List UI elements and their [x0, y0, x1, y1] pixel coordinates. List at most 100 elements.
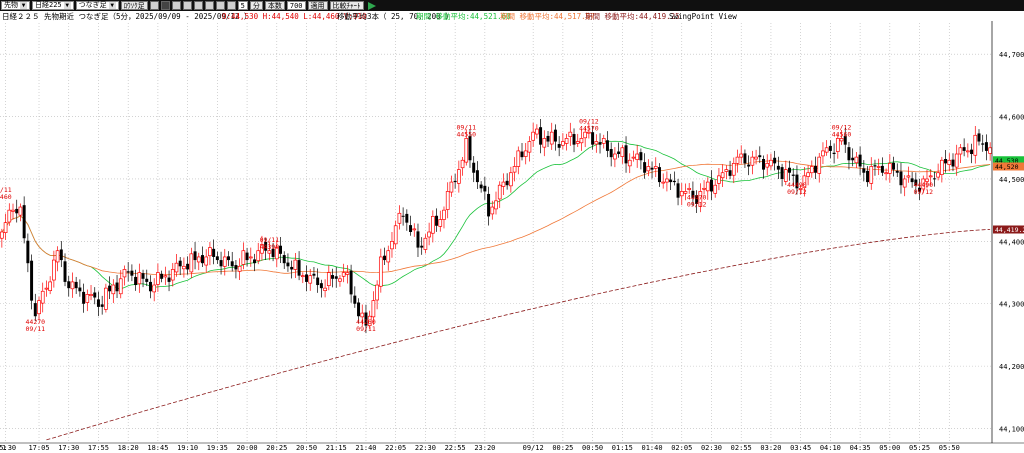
settings-icon[interactable] — [193, 1, 203, 10]
instrument-select[interactable]: 先物 ▼ — [1, 1, 30, 10]
instrument-value: 先物 — [4, 1, 18, 9]
candle — [691, 181, 695, 207]
candle-body — [442, 209, 446, 220]
candle-body — [747, 164, 751, 167]
interval-input[interactable]: 5 — [237, 1, 248, 10]
candle — [758, 146, 762, 164]
candle-body — [248, 256, 253, 259]
count-input[interactable]: 700 — [286, 1, 306, 10]
symbol-select[interactable]: 日経225 ▼ — [32, 1, 74, 10]
candle — [887, 154, 892, 183]
print-icon[interactable] — [226, 1, 236, 10]
candle-body — [973, 134, 978, 156]
candle-body — [854, 156, 859, 164]
candle-body — [435, 215, 439, 226]
candle — [256, 242, 261, 265]
candle-body — [788, 167, 791, 173]
y-tick-label: 44,300. — [999, 301, 1024, 309]
candle-body — [227, 256, 230, 261]
candle-body — [89, 294, 93, 296]
candle — [78, 279, 82, 297]
candle-body — [631, 156, 636, 159]
annotations: 09/11444604427009/1109/11443904426009/11… — [0, 117, 933, 333]
candle-body — [780, 167, 784, 179]
x-tick-label: 04:35 — [850, 444, 871, 452]
candle-body — [237, 265, 242, 272]
candle — [773, 150, 777, 171]
candle-body — [78, 287, 82, 292]
candle-body — [509, 172, 513, 187]
price-axis: 44,700. 44,600. 44,500. 44,400. 44,300. 44,20… — [991, 21, 1024, 443]
candle-body — [557, 144, 561, 148]
candle-body — [111, 284, 116, 295]
indicator-icon[interactable] — [204, 1, 214, 10]
candle-body — [100, 304, 104, 307]
candle — [821, 142, 825, 165]
candle — [40, 282, 45, 313]
candle — [274, 240, 279, 268]
candle — [925, 169, 929, 189]
candle — [918, 178, 922, 200]
apply-button[interactable]: 適用 — [307, 1, 328, 10]
candle — [271, 242, 275, 262]
candle — [130, 264, 134, 282]
candle-body — [575, 141, 580, 144]
candle — [984, 134, 988, 161]
candle-icon[interactable] — [171, 1, 181, 10]
candle — [11, 203, 15, 220]
candle — [435, 208, 439, 232]
candle — [617, 142, 621, 158]
flag-icon[interactable] — [367, 1, 376, 10]
candle — [115, 274, 119, 298]
y-tick-label: 44,400. — [999, 238, 1024, 246]
candle-body — [82, 291, 86, 304]
candle-body — [178, 260, 182, 267]
candle-body — [591, 132, 595, 145]
candle-body — [290, 266, 294, 270]
candle-body — [669, 179, 673, 183]
contract-select[interactable]: つなぎ足 ▼ — [75, 1, 119, 10]
swing-point-text: 09/11 — [260, 236, 280, 244]
candle — [222, 248, 227, 276]
candle-body — [170, 269, 175, 281]
candle-body — [0, 231, 4, 239]
candle — [74, 276, 78, 294]
candle — [780, 163, 784, 187]
candle-body — [118, 278, 123, 295]
menu-icon[interactable] — [149, 1, 159, 10]
candle-body — [710, 179, 713, 192]
candle — [575, 133, 580, 147]
price-tag-label: 44,520 — [995, 163, 1019, 171]
unit-select[interactable]: 分 — [249, 1, 263, 10]
candle-body — [966, 150, 970, 153]
candle-body — [862, 168, 866, 173]
candle — [698, 183, 703, 213]
x-tick-label: 20:25 — [266, 444, 287, 452]
candle — [386, 245, 391, 271]
candle-body — [981, 143, 985, 145]
x-tick-label: 17:05 — [28, 444, 49, 452]
candle-body — [835, 138, 840, 152]
grid-icon[interactable] — [182, 1, 192, 10]
swing-point-text: 09/11 — [0, 186, 12, 194]
zoom-icon[interactable] — [215, 1, 225, 10]
candle — [505, 173, 509, 190]
candle — [854, 152, 859, 169]
chart-type-button[interactable]: ﾛｳｿｸ足 — [120, 1, 148, 10]
compare-chart-button[interactable]: 比較ﾁｬｰﾄ — [329, 1, 364, 10]
bar-chart-icon[interactable] — [160, 1, 170, 10]
candle — [598, 133, 602, 154]
candle — [828, 140, 832, 159]
candle — [267, 241, 272, 261]
mode-select[interactable]: 本数 — [264, 1, 285, 10]
candle-body — [490, 206, 495, 215]
x-tick-label: 15:30 — [0, 444, 16, 452]
candle — [843, 127, 847, 153]
candle — [809, 160, 814, 178]
candle-body — [921, 178, 926, 190]
candle-body — [312, 273, 316, 276]
candle-body — [148, 281, 152, 292]
candle-body — [512, 166, 517, 173]
candle — [108, 276, 112, 300]
